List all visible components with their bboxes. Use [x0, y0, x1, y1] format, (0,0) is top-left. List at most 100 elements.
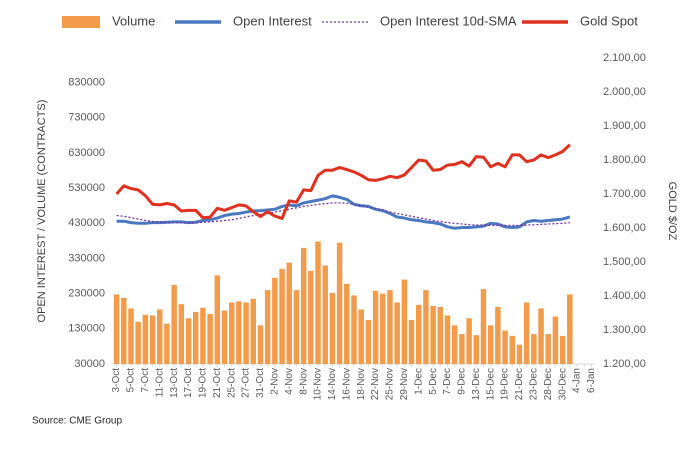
x-tick-label: 29-Nov — [399, 368, 410, 400]
volume-bar — [329, 292, 336, 364]
x-tick-label: 4-Nov — [284, 368, 295, 395]
volume-bar — [157, 309, 163, 364]
y2-axis-title: GOLD $/OZ — [666, 182, 678, 241]
x-tick-label: 21-Dec — [514, 368, 525, 400]
volume-bar — [567, 294, 573, 364]
y2-tick-label: 1.800,00 — [603, 154, 646, 166]
volume-bar — [372, 290, 379, 364]
volume-bar — [509, 335, 516, 364]
y-tick-label: 530000 — [68, 182, 105, 194]
volume-bar — [128, 308, 134, 364]
legend-label: Open Interest — [233, 13, 312, 28]
x-tick-label: 4-Jan — [572, 368, 583, 393]
volume-bar — [264, 290, 271, 364]
y2-tick-label: 1.200,00 — [603, 358, 646, 370]
x-tick-label: 13-Dec — [471, 368, 482, 400]
x-tick-label: 25-Oct — [226, 368, 237, 398]
y-tick-label: 730000 — [68, 112, 105, 124]
x-tick-label: 3-Oct — [111, 368, 122, 393]
legend-label: Open Interest 10d-SMA — [380, 13, 517, 28]
volume-bar — [257, 325, 264, 364]
volume-bar — [171, 284, 177, 364]
x-tick-label: 18-Nov — [356, 368, 367, 400]
volume-bar — [358, 309, 364, 364]
volume-bar — [228, 302, 235, 364]
volume-bar — [466, 318, 472, 364]
y-tick-label: 430000 — [68, 217, 105, 229]
y-axis-title: OPEN INTEREST / VOLUME (CONTRACTS) — [36, 100, 48, 323]
y2-tick-label: 1.700,00 — [603, 188, 646, 200]
y2-tick-label: 1.400,00 — [603, 290, 646, 302]
x-tick-label: 28-Dec — [543, 368, 554, 400]
x-tick-label: 23-Dec — [528, 368, 539, 400]
volume-bar — [430, 305, 436, 364]
volume-bar — [365, 320, 372, 364]
x-tick-label: 7-Dec — [442, 368, 453, 395]
y-tick-label: 230000 — [68, 288, 105, 300]
volume-bar — [459, 334, 465, 364]
volume-bar — [380, 293, 386, 364]
volume-bar — [192, 311, 199, 364]
volume-bar — [279, 269, 285, 364]
volume-bar — [401, 279, 408, 364]
y2-tick-label: 1.300,00 — [603, 324, 646, 336]
volume-bar — [250, 298, 257, 364]
x-tick-label: 8-Nov — [298, 368, 309, 395]
volume-bar — [394, 302, 400, 364]
x-tick-label: 21-Oct — [212, 368, 223, 398]
x-tick-label: 15-Dec — [485, 368, 496, 400]
volume-bar — [113, 294, 120, 364]
volume-bar — [387, 290, 393, 364]
x-tick-label: 25-Nov — [385, 368, 396, 400]
y-tick-label: 630000 — [68, 147, 105, 159]
volume-bar — [293, 290, 300, 364]
legend-label: Gold Spot — [580, 13, 638, 28]
x-tick-label: 11-Oct — [154, 368, 165, 397]
x-tick-label: 22-Nov — [370, 368, 381, 400]
volume-bar — [236, 301, 242, 364]
volume-bar — [531, 334, 537, 364]
volume-bar — [487, 325, 494, 364]
volume-bar — [423, 290, 429, 364]
volume-bar — [200, 307, 206, 364]
x-tick-label: 1-Dec — [413, 368, 424, 395]
x-tick-label: 5-Oct — [126, 368, 137, 393]
volume-bar — [451, 325, 458, 364]
x-tick-label: 19-Dec — [500, 368, 511, 400]
volume-bar — [185, 318, 192, 364]
volume-bar — [473, 335, 480, 364]
y2-tick-label: 2.100,00 — [603, 52, 646, 64]
y2-tick-label: 1.900,00 — [603, 120, 646, 132]
y-tick-label: 330000 — [68, 252, 105, 264]
volume-bar — [135, 321, 141, 364]
x-tick-label: 30-Dec — [557, 368, 568, 400]
x-tick-label: 10-Nov — [313, 368, 324, 400]
series-line — [115, 143, 571, 220]
volume-bar — [322, 265, 328, 364]
volume-bar — [351, 295, 357, 364]
y-tick-label: 30000 — [74, 358, 105, 370]
legend-swatch — [62, 16, 100, 28]
volume-bar — [207, 314, 213, 364]
x-tick-label: 27-Oct — [241, 368, 252, 398]
volume-bar — [142, 314, 149, 364]
volume-bar — [495, 307, 501, 364]
x-tick-label: 19-Oct — [198, 368, 209, 398]
x-tick-label: 5-Dec — [428, 368, 439, 395]
y2-tick-label: 2.000,00 — [603, 86, 646, 98]
volume-bar — [308, 270, 314, 364]
volume-bar — [502, 330, 508, 364]
source-note: Source: CME Group — [32, 416, 122, 427]
volume-bar — [164, 323, 170, 364]
volume-bar — [178, 304, 185, 364]
series-line — [116, 202, 570, 227]
y2-tick-label: 1.600,00 — [603, 222, 646, 234]
volume-bar — [315, 241, 321, 364]
x-tick-label: 16-Nov — [341, 368, 352, 400]
y2-tick-label: 1.500,00 — [603, 256, 646, 268]
x-tick-label: 6-Jan — [586, 368, 597, 393]
volume-bar — [444, 315, 451, 364]
volume-bar — [480, 289, 487, 364]
volume-bar — [516, 344, 523, 364]
